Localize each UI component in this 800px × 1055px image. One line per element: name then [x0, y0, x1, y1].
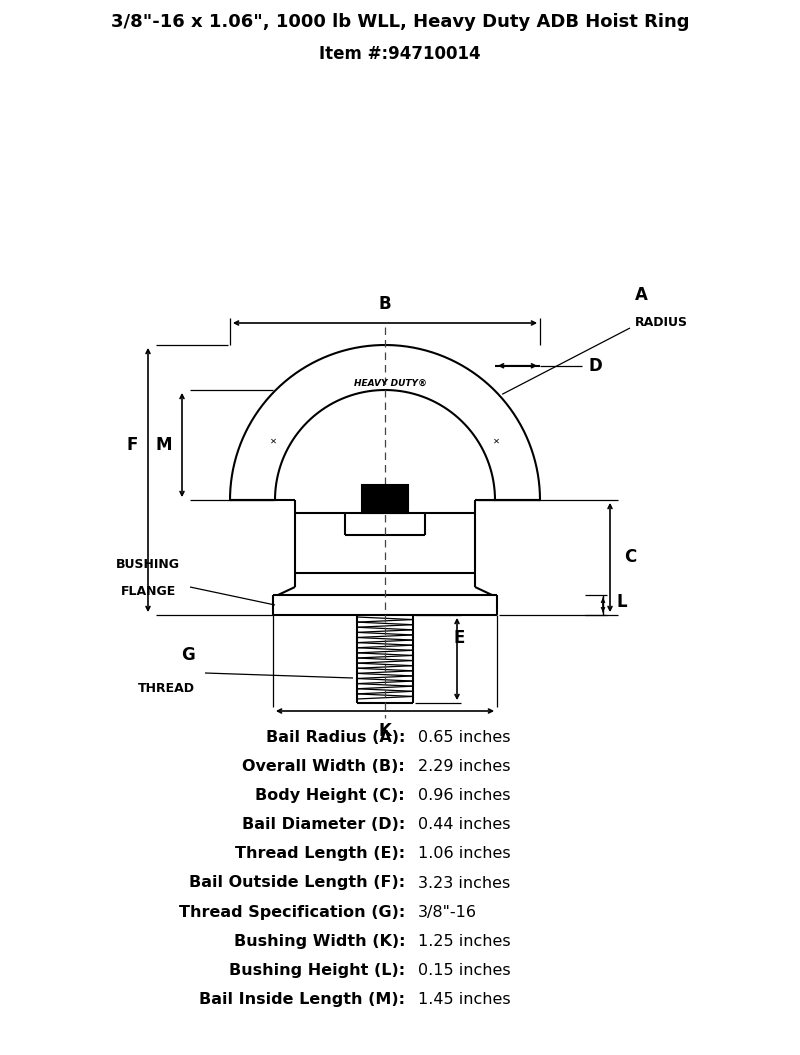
Text: 3/8"-16 x 1.06", 1000 lb WLL, Heavy Duty ADB Hoist Ring: 3/8"-16 x 1.06", 1000 lb WLL, Heavy Duty… — [110, 13, 690, 31]
Text: B: B — [378, 295, 391, 313]
Text: 0.15 inches: 0.15 inches — [418, 963, 510, 978]
Text: G: G — [182, 646, 195, 664]
Text: K: K — [378, 722, 391, 740]
Text: 0.96 inches: 0.96 inches — [418, 788, 510, 803]
Text: Bail Diameter (D):: Bail Diameter (D): — [242, 818, 405, 832]
Text: D: D — [588, 357, 602, 375]
Text: M: M — [155, 436, 172, 454]
Text: Bail Radius (A):: Bail Radius (A): — [266, 729, 405, 745]
Text: A: A — [635, 286, 648, 304]
Text: FLANGE: FLANGE — [120, 586, 176, 598]
Text: Thread Specification (G):: Thread Specification (G): — [178, 905, 405, 920]
Text: Bushing Height (L):: Bushing Height (L): — [229, 963, 405, 978]
Text: 3/8"-16: 3/8"-16 — [418, 905, 477, 920]
Text: 0.44 inches: 0.44 inches — [418, 818, 510, 832]
Text: ✕: ✕ — [493, 437, 500, 445]
Text: Bail Inside Length (M):: Bail Inside Length (M): — [199, 993, 405, 1008]
Text: 1.25 inches: 1.25 inches — [418, 934, 510, 948]
Text: Item #:94710014: Item #:94710014 — [319, 45, 481, 63]
Text: E: E — [454, 629, 465, 647]
Text: THREAD: THREAD — [138, 682, 195, 695]
Text: HEAVY DUTY®: HEAVY DUTY® — [354, 379, 426, 388]
Text: F: F — [126, 436, 138, 454]
Text: RADIUS: RADIUS — [635, 316, 688, 329]
Text: ✕: ✕ — [270, 437, 278, 445]
Text: Bushing Width (K):: Bushing Width (K): — [234, 934, 405, 948]
Text: C: C — [624, 549, 636, 567]
Text: 0.65 inches: 0.65 inches — [418, 729, 510, 745]
Text: Body Height (C):: Body Height (C): — [255, 788, 405, 803]
Text: 1.45 inches: 1.45 inches — [418, 993, 510, 1008]
Text: 1.06 inches: 1.06 inches — [418, 846, 510, 861]
Text: Thread Length (E):: Thread Length (E): — [235, 846, 405, 861]
Text: L: L — [617, 593, 628, 611]
Text: BUSHING: BUSHING — [116, 558, 180, 571]
Text: 2.29 inches: 2.29 inches — [418, 759, 510, 773]
Text: 3.23 inches: 3.23 inches — [418, 876, 510, 890]
Bar — [362, 485, 408, 513]
Text: Bail Outside Length (F):: Bail Outside Length (F): — [189, 876, 405, 890]
Text: Overall Width (B):: Overall Width (B): — [242, 759, 405, 773]
